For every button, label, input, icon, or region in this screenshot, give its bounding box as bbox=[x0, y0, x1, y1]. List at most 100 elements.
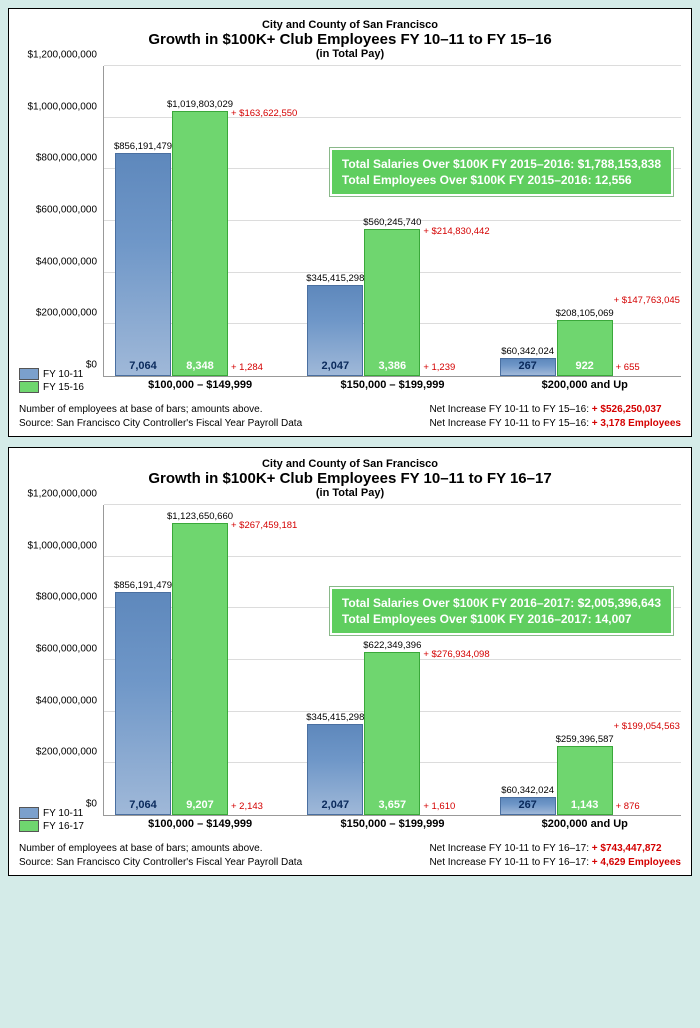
bar-employee-count: 1,143 bbox=[571, 799, 599, 811]
footnote: Number of employees at base of bars; amo… bbox=[19, 842, 302, 856]
diff-amount-label: + $163,622,550 bbox=[231, 108, 297, 119]
green-bar: $622,349,3963,657 bbox=[364, 652, 420, 815]
bar-value-label: $60,342,024 bbox=[501, 785, 554, 796]
bar-group: $345,415,2982,047$560,245,7403,386+ $214… bbox=[296, 66, 488, 376]
bar-employee-count: 267 bbox=[518, 360, 536, 372]
diff-amount-label: + $276,934,098 bbox=[423, 649, 489, 660]
diff-employees-label: + 2,143 bbox=[231, 801, 263, 812]
net-increase-line: Net Increase FY 10-11 to FY 15–16: + 3,1… bbox=[429, 417, 681, 431]
bar-value-label: $60,342,024 bbox=[501, 346, 554, 357]
blue-bar: $856,191,4797,064 bbox=[115, 592, 171, 815]
diff-amount-label: + $214,830,442 bbox=[423, 226, 489, 237]
diff-amount-label: + $199,054,563 bbox=[614, 721, 680, 732]
x-category-label: $150,000 – $199,999 bbox=[296, 379, 488, 391]
legend-item: FY 16-17 bbox=[19, 820, 84, 832]
bar-employee-count: 3,386 bbox=[379, 360, 407, 372]
y-axis: $0$200,000,000$400,000,000$600,000,000$8… bbox=[19, 66, 103, 376]
footer-left: Number of employees at base of bars; amo… bbox=[19, 842, 302, 869]
y-tick-label: $0 bbox=[86, 360, 97, 371]
bar-value-label: $345,415,298 bbox=[306, 712, 364, 723]
chart-title: Growth in $100K+ Club Employees FY 10–11… bbox=[19, 470, 681, 487]
blue-bar: $856,191,4797,064 bbox=[115, 153, 171, 376]
legend-label: FY 10-11 bbox=[43, 369, 83, 380]
footer-right: Net Increase FY 10-11 to FY 16–17: + $74… bbox=[429, 842, 681, 869]
y-tick-label: $1,200,000,000 bbox=[27, 50, 97, 61]
blue-bar: $60,342,024267 bbox=[500, 797, 556, 815]
y-axis: $0$200,000,000$400,000,000$600,000,000$8… bbox=[19, 505, 103, 815]
supertitle: City and County of San Francisco bbox=[19, 19, 681, 31]
chart-panel: City and County of San Francisco Growth … bbox=[8, 8, 692, 437]
y-tick-label: $400,000,000 bbox=[36, 256, 97, 267]
chart-subtitle: (in Total Pay) bbox=[19, 487, 681, 499]
y-tick-label: $400,000,000 bbox=[36, 695, 97, 706]
legend-item: FY 10-11 bbox=[19, 368, 84, 380]
footnote: Number of employees at base of bars; amo… bbox=[19, 403, 302, 417]
bar-employee-count: 9,207 bbox=[186, 799, 214, 811]
legend-swatch-green bbox=[19, 820, 39, 832]
bar-employee-count: 7,064 bbox=[129, 799, 157, 811]
blue-bar: $60,342,024267 bbox=[500, 358, 556, 376]
net-label: Net Increase FY 10-11 to FY 15–16: bbox=[429, 404, 591, 415]
x-category-label: $100,000 – $149,999 bbox=[104, 379, 296, 391]
net-increase-line: Net Increase FY 10-11 to FY 16–17: + $74… bbox=[429, 842, 681, 856]
net-value: + 4,629 Employees bbox=[592, 857, 681, 868]
bar-value-label: $345,415,298 bbox=[306, 273, 364, 284]
chart-footer: Number of employees at base of bars; amo… bbox=[19, 403, 681, 430]
bar-value-label: $1,019,803,029 bbox=[167, 99, 233, 110]
y-tick-label: $800,000,000 bbox=[36, 592, 97, 603]
legend-label: FY 15-16 bbox=[43, 382, 84, 393]
source-line: Source: San Francisco City Controller's … bbox=[19, 856, 302, 870]
diff-employees-label: + 1,284 bbox=[231, 362, 263, 373]
bar-value-label: $856,191,479 bbox=[114, 580, 172, 591]
legend-label: FY 10-11 bbox=[43, 808, 83, 819]
bar-value-label: $1,123,650,660 bbox=[167, 511, 233, 522]
blue-bar: $345,415,2982,047 bbox=[307, 285, 363, 376]
diff-amount-label: + $147,763,045 bbox=[614, 295, 680, 306]
diff-employees-label: + 876 bbox=[616, 801, 640, 812]
green-bar: $259,396,5871,143 bbox=[557, 746, 613, 815]
y-tick-label: $600,000,000 bbox=[36, 644, 97, 655]
bar-value-label: $208,105,069 bbox=[556, 308, 614, 319]
bar-value-label: $622,349,396 bbox=[363, 640, 421, 651]
y-tick-label: $1,000,000,000 bbox=[27, 101, 97, 112]
x-category-label: $200,000 and Up bbox=[489, 818, 681, 830]
chart-subtitle: (in Total Pay) bbox=[19, 48, 681, 60]
net-value: + $743,447,872 bbox=[592, 843, 662, 854]
net-value: + $526,250,037 bbox=[592, 404, 662, 415]
plot-area: Total Salaries Over $100K FY 2015–2016: … bbox=[103, 66, 681, 377]
chart-panel: City and County of San Francisco Growth … bbox=[8, 447, 692, 876]
y-tick-label: $600,000,000 bbox=[36, 205, 97, 216]
net-increase-line: Net Increase FY 10-11 to FY 15–16: + $52… bbox=[429, 403, 681, 417]
legend-swatch-green bbox=[19, 381, 39, 393]
blue-bar: $345,415,2982,047 bbox=[307, 724, 363, 815]
footer-right: Net Increase FY 10-11 to FY 15–16: + $52… bbox=[429, 403, 681, 430]
bar-employee-count: 3,657 bbox=[379, 799, 407, 811]
bar-group: $60,342,024267$208,105,069922+ $147,763,… bbox=[489, 66, 681, 376]
bar-employee-count: 7,064 bbox=[129, 360, 157, 372]
green-bar: $1,123,650,6609,207 bbox=[172, 523, 228, 815]
diff-employees-label: + 655 bbox=[616, 362, 640, 373]
legend-item: FY 10-11 bbox=[19, 807, 84, 819]
diff-amount-label: + $267,459,181 bbox=[231, 520, 297, 531]
green-bar: $1,019,803,0298,348 bbox=[172, 111, 228, 376]
x-category-label: $150,000 – $199,999 bbox=[296, 818, 488, 830]
bar-value-label: $856,191,479 bbox=[114, 141, 172, 152]
green-bar: $208,105,069922 bbox=[557, 320, 613, 376]
legend: FY 10-11 FY 16-17 bbox=[19, 806, 84, 833]
bar-group: $856,191,4797,064$1,019,803,0298,348+ $1… bbox=[104, 66, 296, 376]
net-increase-line: Net Increase FY 10-11 to FY 16–17: + 4,6… bbox=[429, 856, 681, 870]
y-tick-label: $200,000,000 bbox=[36, 747, 97, 758]
legend-swatch-blue bbox=[19, 807, 39, 819]
green-bar: $560,245,7403,386 bbox=[364, 229, 420, 376]
bar-employee-count: 2,047 bbox=[322, 799, 350, 811]
source-line: Source: San Francisco City Controller's … bbox=[19, 417, 302, 431]
net-label: Net Increase FY 10-11 to FY 16–17: bbox=[429, 857, 591, 868]
plot-area: Total Salaries Over $100K FY 2016–2017: … bbox=[103, 505, 681, 816]
supertitle: City and County of San Francisco bbox=[19, 458, 681, 470]
bar-group: $345,415,2982,047$622,349,3963,657+ $276… bbox=[296, 505, 488, 815]
diff-employees-label: + 1,239 bbox=[423, 362, 455, 373]
bar-group: $856,191,4797,064$1,123,650,6609,207+ $2… bbox=[104, 505, 296, 815]
legend: FY 10-11 FY 15-16 bbox=[19, 367, 84, 394]
x-category-label: $200,000 and Up bbox=[489, 379, 681, 391]
bar-employee-count: 8,348 bbox=[186, 360, 214, 372]
